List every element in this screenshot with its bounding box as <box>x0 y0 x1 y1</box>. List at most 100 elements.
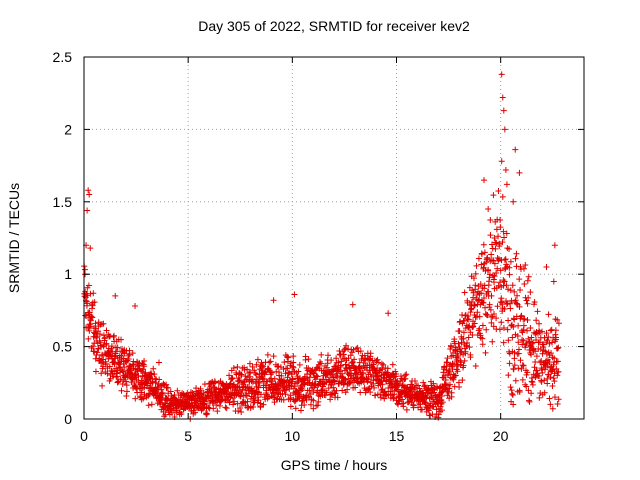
data-point <box>237 405 244 412</box>
data-point <box>254 394 261 401</box>
data-point <box>516 276 523 283</box>
data-point <box>284 353 291 360</box>
data-point <box>99 382 106 389</box>
data-point <box>505 372 512 379</box>
data-point <box>513 263 520 270</box>
data-point <box>111 332 118 339</box>
data-point <box>376 367 383 374</box>
data-point <box>281 359 288 366</box>
data-point <box>513 250 520 257</box>
data-point <box>89 343 96 350</box>
data-point <box>509 392 516 399</box>
data-point <box>476 325 483 332</box>
data-point <box>85 335 92 342</box>
data-point <box>343 342 350 349</box>
data-point <box>518 365 525 372</box>
data-point <box>121 364 128 371</box>
data-point <box>172 395 179 402</box>
x-tick-label: 15 <box>389 428 405 444</box>
data-point <box>371 384 378 391</box>
data-point <box>511 355 518 362</box>
data-point <box>534 308 541 315</box>
data-point <box>245 390 252 397</box>
data-point <box>365 386 372 393</box>
data-point <box>507 287 514 294</box>
data-point <box>380 361 387 368</box>
data-point <box>512 146 519 153</box>
y-tick-label: 0.5 <box>53 339 73 355</box>
data-point <box>110 333 117 340</box>
data-point <box>473 292 480 299</box>
data-point <box>527 289 534 296</box>
data-point <box>523 383 530 390</box>
data-point <box>238 371 245 378</box>
data-point <box>516 169 523 176</box>
data-point <box>533 317 540 324</box>
data-point <box>151 371 158 378</box>
data-point <box>347 352 354 359</box>
data-point <box>470 289 477 296</box>
data-point <box>290 364 297 371</box>
plot-frame <box>83 56 585 420</box>
data-point <box>234 363 241 370</box>
data-point <box>283 387 290 394</box>
data-point <box>305 379 312 386</box>
data-point <box>451 336 458 343</box>
data-point <box>475 255 482 262</box>
data-point <box>156 359 162 366</box>
data-point <box>187 389 194 396</box>
data-point <box>379 381 386 388</box>
data-point <box>522 261 529 268</box>
data-point <box>329 371 336 378</box>
data-point <box>267 358 274 365</box>
data-point <box>235 408 242 415</box>
data-point <box>487 232 494 239</box>
data-point <box>247 373 254 380</box>
data-point <box>460 329 467 336</box>
data-point <box>479 335 486 342</box>
data-point <box>318 360 325 367</box>
data-point <box>164 384 171 391</box>
data-point <box>367 371 374 378</box>
data-point <box>520 362 527 369</box>
data-point <box>285 370 292 377</box>
data-point <box>500 339 507 346</box>
data-point <box>505 337 512 344</box>
data-point <box>97 339 104 346</box>
data-point <box>495 187 502 194</box>
data-point <box>505 317 512 324</box>
data-point <box>137 385 144 392</box>
data-point <box>103 327 110 334</box>
data-point <box>129 350 136 357</box>
data-point <box>497 267 504 274</box>
data-point <box>486 301 493 308</box>
data-point <box>296 361 303 368</box>
data-point <box>159 396 166 403</box>
data-point <box>506 264 513 271</box>
data-point <box>449 360 456 367</box>
data-point <box>350 346 357 353</box>
data-point <box>450 352 457 359</box>
data-point <box>482 349 489 356</box>
data-point <box>468 298 475 305</box>
data-point <box>510 366 517 373</box>
data-point <box>400 403 407 410</box>
data-point <box>197 385 204 392</box>
data-point <box>92 368 99 375</box>
data-point <box>330 384 337 391</box>
x-tick-label: 0 <box>80 428 88 444</box>
data-point <box>292 405 299 412</box>
data-point <box>544 337 551 344</box>
data-point <box>381 388 388 395</box>
data-point <box>532 374 539 381</box>
data-point <box>497 216 504 223</box>
data-point <box>229 375 236 382</box>
data-point <box>238 408 245 415</box>
data-point <box>519 362 526 369</box>
data-point <box>493 315 500 322</box>
data-point <box>128 366 135 373</box>
data-point <box>244 398 251 405</box>
data-point <box>255 383 262 390</box>
data-point <box>112 292 119 299</box>
